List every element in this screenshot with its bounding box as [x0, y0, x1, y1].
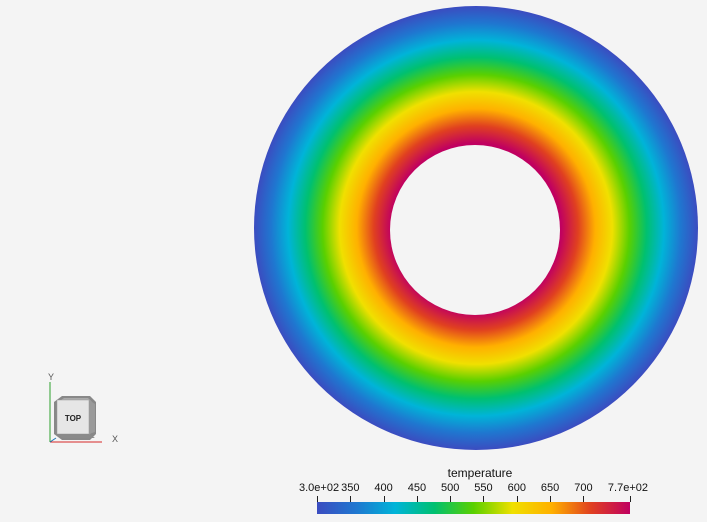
colorbar-tick-label-700-mark — [583, 496, 585, 502]
temperature-colorbar: temperature 3.0e+02 350 400 450 500 550 600 650… — [290, 466, 670, 522]
orientation-cube-icon: TOP — [49, 382, 102, 443]
orientation-x-label: X — [112, 434, 119, 444]
colorbar-tick-label-550: 550 — [474, 482, 493, 494]
orientation-y-label: Y — [48, 372, 55, 382]
colorbar-tick-label-500-mark — [450, 496, 452, 502]
colorbar-min-label: 3.0e+02 — [299, 482, 340, 494]
colorbar-tick-label-450: 450 — [407, 482, 427, 494]
colorbar-title: temperature — [447, 466, 513, 480]
colorbar-min-label-mark — [317, 496, 318, 502]
colorbar-max-label-mark — [630, 496, 631, 502]
colorbar-tick-label-500: 500 — [441, 482, 460, 494]
colorbar-tick-label-600-mark — [516, 496, 518, 502]
orientation-cube-widget[interactable]: TOP Y X — [40, 368, 140, 458]
colorbar-tick-label-650: 650 — [540, 482, 560, 494]
annulus-inner-hole — [390, 145, 560, 315]
colorbar-tick-label-550-mark — [483, 496, 485, 502]
colorbar-tick-label-600: 600 — [507, 482, 526, 494]
colorbar-max-label: 7.7e+02 — [607, 482, 648, 494]
colorbar-tick-label-400-mark — [383, 496, 385, 502]
colorbar-gradient — [317, 502, 630, 514]
colorbar-tick-label-350: 350 — [341, 482, 360, 494]
colorbar-tick-label-650-mark — [550, 496, 552, 502]
colorbar-tick-label-350-mark — [350, 496, 352, 502]
colorbar-tick-label-400: 400 — [374, 482, 393, 494]
orientation-face-label: TOP — [65, 414, 82, 423]
colorbar-tick-label-700: 700 — [574, 482, 593, 494]
colorbar-tick-label-450-mark — [416, 496, 418, 502]
